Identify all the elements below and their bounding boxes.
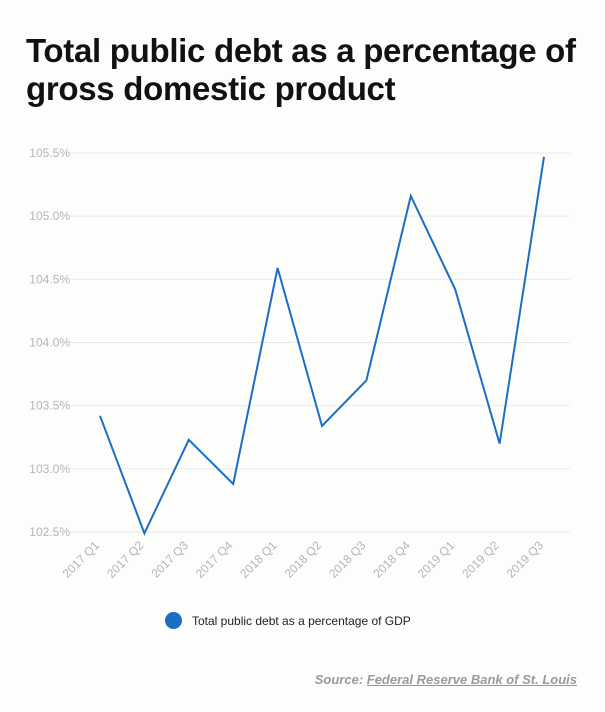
data-point[interactable]: [186, 437, 192, 443]
x-tick-label: 2019 Q1: [415, 538, 458, 581]
data-point[interactable]: [230, 481, 236, 487]
source-prefix: Source:: [314, 672, 367, 687]
x-tick-label: 2017 Q2: [104, 538, 147, 581]
x-tick-label: 2017 Q1: [60, 538, 103, 581]
y-tick-label: 104.5%: [29, 272, 70, 286]
x-tick-label: 2018 Q4: [370, 538, 413, 581]
x-tick-label: 2017 Q4: [193, 538, 236, 581]
y-tick-label: 105.5%: [29, 146, 70, 160]
gridlines: [70, 152, 570, 533]
x-tick-label: 2017 Q3: [148, 538, 191, 581]
x-axis-ticks: 2017 Q1 2017 Q2 2017 Q3 2017 Q4 2018 Q1 2018 …: [60, 538, 547, 581]
x-tick-label: 2018 Q2: [282, 538, 325, 581]
data-point[interactable]: [319, 423, 325, 429]
data-point[interactable]: [452, 286, 458, 292]
source-note: Source: Federal Reserve Bank of St. Loui…: [315, 672, 577, 687]
y-tick-label: 104.0%: [29, 336, 70, 350]
legend-swatch-icon: [165, 612, 182, 629]
y-tick-label: 103.0%: [29, 462, 70, 476]
data-point[interactable]: [541, 154, 547, 160]
data-point[interactable]: [97, 413, 103, 419]
data-point[interactable]: [141, 530, 147, 536]
source-link[interactable]: Federal Reserve Bank of St. Louis: [366, 672, 577, 687]
x-tick-label: 2019 Q3: [504, 538, 547, 581]
x-tick-label: 2019 Q2: [459, 538, 502, 581]
chart-legend: Total public debt as a percentage of GDP: [165, 612, 411, 629]
data-point[interactable]: [408, 193, 414, 199]
x-tick-label: 2018 Q1: [237, 538, 280, 581]
series-layer: [97, 154, 547, 536]
legend-label: Total public debt as a percentage of GDP: [192, 613, 411, 628]
y-tick-label: 105.0%: [29, 209, 70, 223]
x-tick-label: 2018 Q3: [326, 538, 369, 581]
y-axis-ticks: 102.5% 103.0% 103.5% 104.0% 104.5% 105.0% 105.…: [29, 146, 70, 539]
y-tick-label: 102.5%: [29, 525, 70, 539]
data-point[interactable]: [497, 441, 503, 447]
chart-title: Total public debt as a percentage of gro…: [26, 32, 576, 107]
data-point[interactable]: [363, 377, 369, 383]
data-point[interactable]: [275, 265, 281, 271]
y-tick-label: 103.5%: [29, 399, 70, 413]
series-line: [99, 156, 545, 536]
